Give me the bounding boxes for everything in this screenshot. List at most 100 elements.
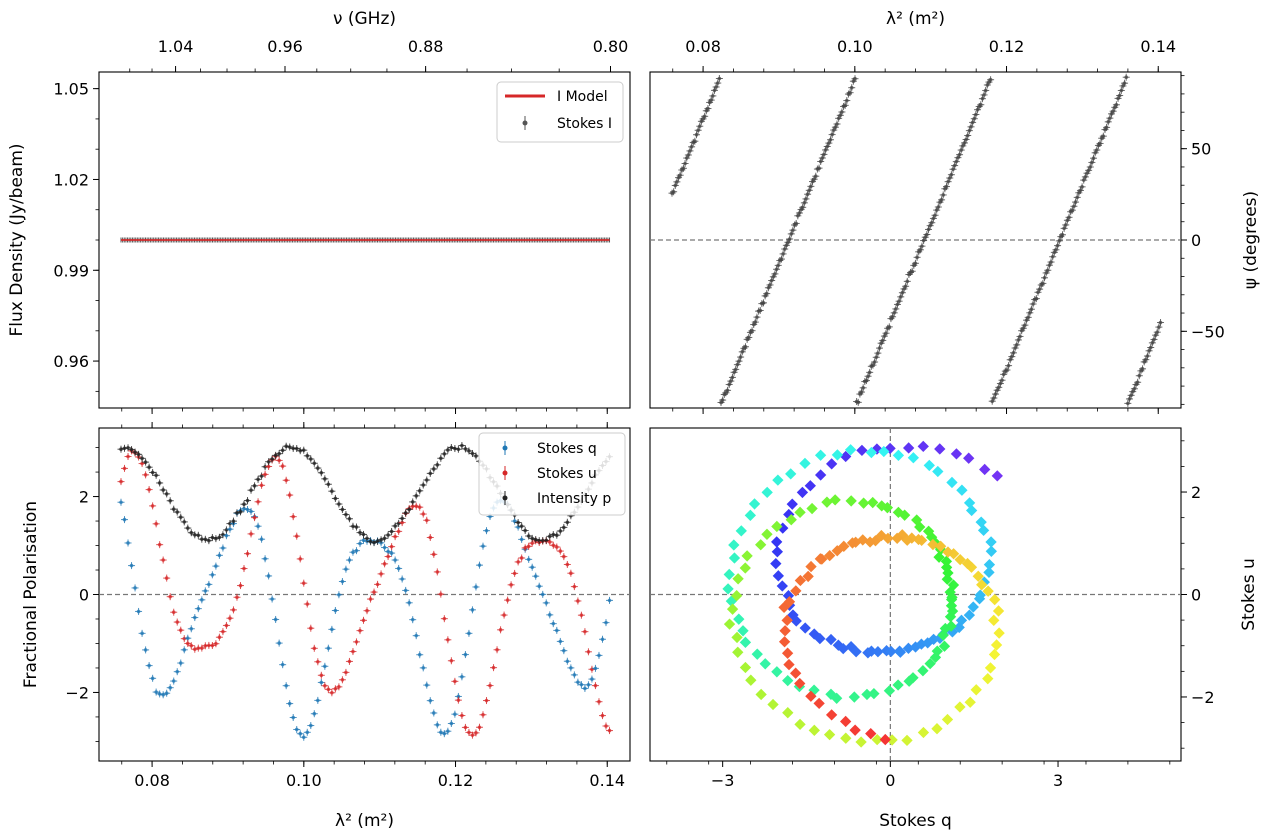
intensity-p-point [268, 455, 276, 463]
marker [161, 558, 165, 562]
marker [435, 723, 440, 727]
marker [1124, 75, 1129, 80]
stokes-u-point [444, 636, 452, 644]
marker [171, 507, 176, 511]
qu-point [737, 625, 749, 637]
marker [287, 493, 292, 497]
stokes-q-point [525, 555, 533, 563]
stokes-u-point [352, 638, 360, 646]
marker [168, 594, 173, 599]
marker [898, 295, 903, 299]
marker [735, 362, 740, 367]
psi-point [1096, 139, 1104, 147]
psi-point [673, 178, 681, 186]
qu-point [886, 734, 898, 746]
qu-point [861, 688, 873, 701]
stokes-u-point [145, 486, 153, 494]
marker [853, 76, 857, 81]
stokes-u-point [170, 608, 178, 616]
psi-point [859, 384, 867, 392]
intensity-p-point [402, 509, 410, 517]
marker [287, 701, 292, 706]
marker [1117, 93, 1122, 98]
marker [849, 85, 854, 90]
stokes-u-point [360, 616, 368, 624]
marker [1104, 125, 1109, 130]
qu-point [954, 553, 966, 566]
psi-point [1008, 353, 1016, 361]
psi-point [1148, 339, 1156, 347]
marker [291, 715, 296, 720]
marker [607, 598, 612, 603]
psi-point [1086, 163, 1094, 171]
marker [1116, 96, 1120, 101]
stokes-u-point [549, 541, 557, 549]
qu-point [751, 648, 763, 660]
qu-point [865, 446, 878, 459]
psi-point [1034, 288, 1042, 296]
marker [340, 677, 345, 682]
marker [361, 618, 366, 623]
x-tick-label: 0.12 [989, 37, 1025, 56]
qu-point [733, 613, 745, 625]
psi-point [1129, 388, 1137, 396]
psi-point [993, 386, 1001, 394]
marker [214, 641, 218, 646]
top-axis-title: ν (GHz) [333, 9, 396, 29]
qu-point [961, 557, 974, 570]
psi-point [1045, 261, 1053, 269]
marker [890, 314, 895, 319]
qu-point [924, 657, 936, 670]
marker [1034, 296, 1039, 301]
psi-point [1080, 176, 1088, 184]
marker [368, 597, 373, 601]
marker [910, 269, 914, 274]
psi-point [998, 376, 1006, 384]
psi-point [1036, 285, 1044, 293]
qu-point [823, 728, 836, 741]
psi-point [898, 289, 906, 297]
qu-point [990, 639, 1003, 651]
qu-point [814, 449, 827, 461]
psi-point [879, 336, 887, 344]
marker [872, 360, 877, 364]
psi-point [841, 101, 849, 109]
marker [147, 465, 151, 469]
psi-point [679, 164, 687, 172]
qu-point [767, 698, 779, 711]
marker [256, 477, 260, 482]
qu-point [989, 593, 1001, 606]
marker [301, 735, 306, 740]
stokes-q-point [563, 657, 571, 665]
stokes-u-point [258, 481, 266, 489]
stokes-q-point [138, 629, 146, 637]
marker [1121, 84, 1125, 88]
marker [263, 464, 267, 469]
stokes-q-point [430, 709, 438, 717]
intensity-p-point [331, 494, 339, 502]
stokes-q-point [440, 730, 448, 738]
y-axis-title: ψ (degrees) [1241, 191, 1261, 289]
intensity-p-point [381, 534, 389, 542]
marker [189, 643, 194, 648]
psi-point [1072, 198, 1080, 206]
qu-point [805, 560, 817, 573]
intensity-p-point [184, 524, 192, 532]
marker [1028, 311, 1032, 315]
legend-frame [478, 432, 626, 516]
qu-point [790, 585, 802, 597]
marker [235, 595, 239, 600]
marker [358, 628, 362, 633]
qu-point [883, 685, 896, 697]
marker [129, 447, 134, 452]
psi-point [792, 219, 800, 227]
marker [884, 331, 888, 336]
marker [495, 647, 499, 652]
marker [193, 615, 197, 620]
marker [1144, 357, 1148, 362]
psi-point [885, 323, 893, 331]
stokes-u-point [384, 553, 392, 561]
qu-point [722, 583, 734, 595]
marker [558, 529, 563, 533]
marker [1067, 215, 1071, 220]
